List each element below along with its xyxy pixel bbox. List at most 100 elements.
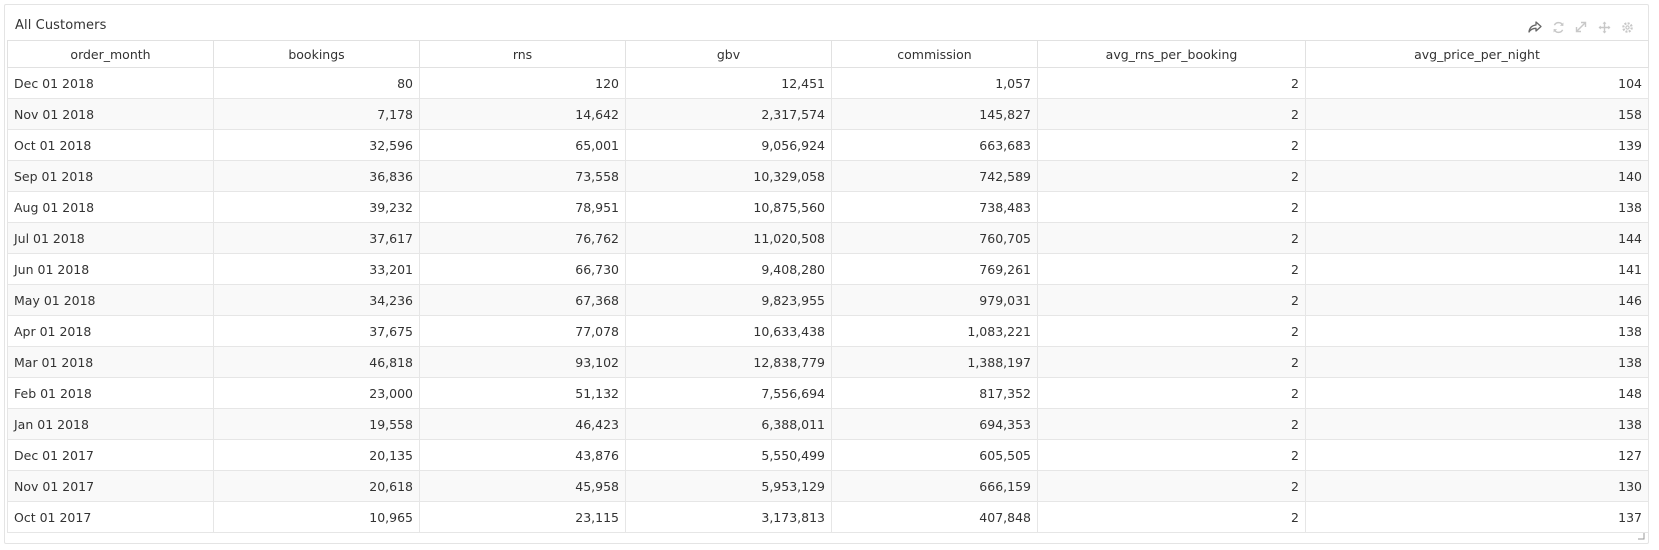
cell-bookings: 34,236 — [213, 284, 420, 316]
cell-rns: 78,951 — [419, 191, 626, 223]
cell-avg-rns-per-booking: 2 — [1037, 284, 1306, 316]
cell-commission: 760,705 — [831, 222, 1038, 254]
table-row: Dec 01 2018 80 120 12,451 1,057 2 104 — [7, 67, 1649, 99]
table-row: Jul 01 2018 37,617 76,762 11,020,508 760,705… — [7, 222, 1649, 254]
table-row: Sep 01 2018 36,836 73,558 10,329,058 742,589… — [7, 160, 1649, 192]
cell-order-month: Nov 01 2018 — [7, 98, 214, 130]
cell-bookings: 32,596 — [213, 129, 420, 161]
cell-rns: 77,078 — [419, 315, 626, 347]
expand-icon[interactable] — [1574, 20, 1588, 34]
cell-avg-price-per-night: 137 — [1305, 501, 1649, 533]
column-header-order-month[interactable]: order_month — [7, 40, 214, 68]
cell-order-month: Mar 01 2018 — [7, 346, 214, 378]
cell-avg-rns-per-booking: 2 — [1037, 377, 1306, 409]
cell-gbv: 12,838,779 — [625, 346, 832, 378]
cell-gbv: 5,550,499 — [625, 439, 832, 471]
refresh-icon[interactable] — [1551, 20, 1565, 34]
cell-order-month: Aug 01 2018 — [7, 191, 214, 223]
cell-avg-price-per-night: 148 — [1305, 377, 1649, 409]
table-header-row: order_month bookings rns gbv commission avg_r… — [7, 40, 1649, 68]
cell-avg-price-per-night: 127 — [1305, 439, 1649, 471]
cell-order-month: Dec 01 2017 — [7, 439, 214, 471]
cell-bookings: 80 — [213, 67, 420, 99]
cell-rns: 45,958 — [419, 470, 626, 502]
cell-gbv: 2,317,574 — [625, 98, 832, 130]
cell-gbv: 10,329,058 — [625, 160, 832, 192]
cell-bookings: 36,836 — [213, 160, 420, 192]
table-row: Nov 01 2017 20,618 45,958 5,953,129 666,159 2… — [7, 470, 1649, 502]
cell-order-month: Jun 01 2018 — [7, 253, 214, 285]
cell-bookings: 20,135 — [213, 439, 420, 471]
cell-commission: 1,057 — [831, 67, 1038, 99]
cell-avg-price-per-night: 138 — [1305, 315, 1649, 347]
table-row: Jan 01 2018 19,558 46,423 6,388,011 694,353 2… — [7, 408, 1649, 440]
share-icon[interactable] — [1528, 20, 1542, 34]
table-row: May 01 2018 34,236 67,368 9,823,955 979,031 2… — [7, 284, 1649, 316]
cell-order-month: Jul 01 2018 — [7, 222, 214, 254]
cell-order-month: Oct 01 2018 — [7, 129, 214, 161]
panel-toolbar — [1528, 17, 1634, 37]
cell-avg-rns-per-booking: 2 — [1037, 315, 1306, 347]
move-icon[interactable] — [1597, 20, 1611, 34]
cell-rns: 76,762 — [419, 222, 626, 254]
table-row: Oct 01 2018 32,596 65,001 9,056,924 663,683 2… — [7, 129, 1649, 161]
cell-bookings: 7,178 — [213, 98, 420, 130]
table-row: Feb 01 2018 23,000 51,132 7,556,694 817,352 2… — [7, 377, 1649, 409]
cell-avg-price-per-night: 144 — [1305, 222, 1649, 254]
cell-avg-rns-per-booking: 2 — [1037, 160, 1306, 192]
cell-rns: 120 — [419, 67, 626, 99]
cell-avg-price-per-night: 130 — [1305, 470, 1649, 502]
column-header-commission[interactable]: commission — [831, 40, 1038, 68]
cell-order-month: Feb 01 2018 — [7, 377, 214, 409]
cell-avg-rns-per-booking: 2 — [1037, 253, 1306, 285]
cell-commission: 817,352 — [831, 377, 1038, 409]
cell-commission: 694,353 — [831, 408, 1038, 440]
cell-gbv: 12,451 — [625, 67, 832, 99]
settings-icon[interactable] — [1620, 20, 1634, 34]
cell-gbv: 3,173,813 — [625, 501, 832, 533]
table-row: Nov 01 2018 7,178 14,642 2,317,574 145,827 2 1… — [7, 98, 1649, 130]
cell-avg-rns-per-booking: 2 — [1037, 470, 1306, 502]
cell-commission: 738,483 — [831, 191, 1038, 223]
table-row: Oct 01 2017 10,965 23,115 3,173,813 407,848 2… — [7, 501, 1649, 533]
cell-avg-price-per-night: 140 — [1305, 160, 1649, 192]
column-header-rns[interactable]: rns — [419, 40, 626, 68]
cell-avg-rns-per-booking: 2 — [1037, 129, 1306, 161]
cell-bookings: 37,675 — [213, 315, 420, 347]
cell-gbv: 7,556,694 — [625, 377, 832, 409]
cell-commission: 663,683 — [831, 129, 1038, 161]
cell-commission: 1,388,197 — [831, 346, 1038, 378]
cell-bookings: 39,232 — [213, 191, 420, 223]
cell-order-month: Dec 01 2018 — [7, 67, 214, 99]
cell-order-month: Sep 01 2018 — [7, 160, 214, 192]
table-row: Apr 01 2018 37,675 77,078 10,633,438 1,083,2… — [7, 315, 1649, 347]
cell-gbv: 9,408,280 — [625, 253, 832, 285]
cell-rns: 43,876 — [419, 439, 626, 471]
cell-order-month: Apr 01 2018 — [7, 315, 214, 347]
cell-avg-rns-per-booking: 2 — [1037, 501, 1306, 533]
column-header-avg-rns-per-booking[interactable]: avg_rns_per_booking — [1037, 40, 1306, 68]
cell-avg-price-per-night: 141 — [1305, 253, 1649, 285]
cell-gbv: 10,633,438 — [625, 315, 832, 347]
cell-gbv: 10,875,560 — [625, 191, 832, 223]
column-header-gbv[interactable]: gbv — [625, 40, 832, 68]
cell-rns: 51,132 — [419, 377, 626, 409]
cell-bookings: 37,617 — [213, 222, 420, 254]
dashboard-panel: All Customers — [4, 4, 1649, 544]
cell-bookings: 19,558 — [213, 408, 420, 440]
cell-avg-price-per-night: 138 — [1305, 408, 1649, 440]
cell-rns: 67,368 — [419, 284, 626, 316]
cell-rns: 93,102 — [419, 346, 626, 378]
cell-rns: 14,642 — [419, 98, 626, 130]
column-header-bookings[interactable]: bookings — [213, 40, 420, 68]
cell-rns: 65,001 — [419, 129, 626, 161]
resize-handle-icon[interactable] — [1637, 532, 1645, 540]
table-row: Dec 01 2017 20,135 43,876 5,550,499 605,505 2… — [7, 439, 1649, 471]
cell-commission: 979,031 — [831, 284, 1038, 316]
column-header-avg-price-per-night[interactable]: avg_price_per_night — [1305, 40, 1649, 68]
cell-commission: 742,589 — [831, 160, 1038, 192]
cell-bookings: 46,818 — [213, 346, 420, 378]
cell-gbv: 9,823,955 — [625, 284, 832, 316]
cell-commission: 605,505 — [831, 439, 1038, 471]
cell-order-month: Jan 01 2018 — [7, 408, 214, 440]
